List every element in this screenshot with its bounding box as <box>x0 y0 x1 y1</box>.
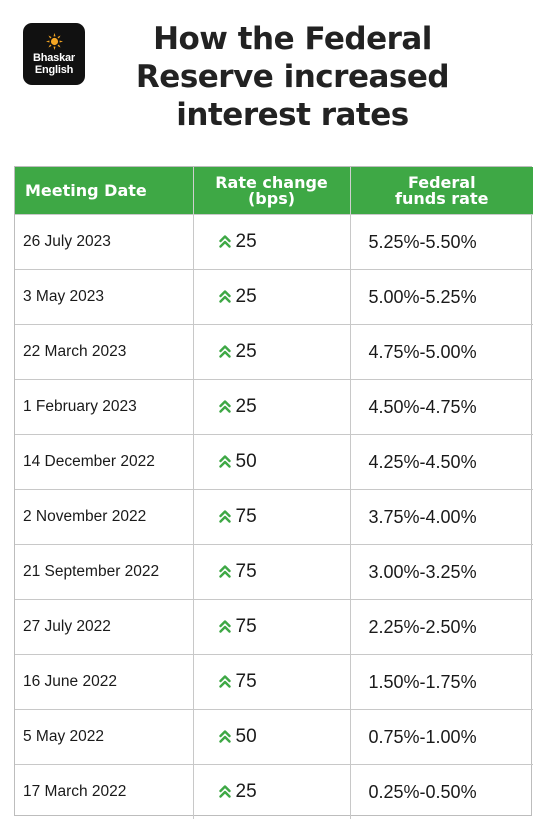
double-chevron-up-icon <box>218 565 231 578</box>
logo-text-line2: English <box>34 63 74 76</box>
rate-change-value: 25 <box>235 781 257 802</box>
header-rate-change-line2: (bps) <box>247 188 296 208</box>
rate-change-cell: 25 <box>192 269 350 325</box>
federal-funds-rate-cell: 3.75%-4.00% <box>349 489 533 545</box>
rate-change-value: 50 <box>235 451 257 472</box>
table-row: 1 February 2023 25 4.50%-4.75% <box>15 379 533 435</box>
table-row: 16 June 2022 75 1.50%-1.75% <box>15 654 533 710</box>
rate-change-cell: 25 <box>192 764 350 819</box>
rate-change-cell: 25 <box>192 324 350 380</box>
table-row: 14 December 2022 50 4.25%-4.50% <box>15 434 533 490</box>
double-chevron-up-icon <box>218 235 231 248</box>
rate-change-value: 75 <box>235 561 257 582</box>
meeting-date-cell: 27 July 2022 <box>15 599 193 655</box>
federal-funds-rate-cell: 4.25%-4.50% <box>349 434 533 490</box>
table-row: 3 May 2023 25 5.00%-5.25% <box>15 269 533 325</box>
meeting-date-cell: 1 February 2023 <box>15 379 193 435</box>
federal-funds-rate-cell: 2.25%-2.50% <box>349 599 533 655</box>
rate-change-value: 50 <box>235 726 257 747</box>
header-federal-funds-rate-line2: funds rate <box>395 188 489 208</box>
federal-funds-rate-cell: 5.00%-5.25% <box>349 269 533 325</box>
rate-change-cell: 75 <box>192 544 350 600</box>
table-row: 17 March 2022 25 0.25%-0.50% <box>15 764 533 819</box>
rate-change-value: 25 <box>235 396 257 417</box>
header-federal-funds-rate: Federal funds rate <box>349 167 533 215</box>
double-chevron-up-icon <box>218 400 231 413</box>
title-line-3: interest rates <box>176 97 409 133</box>
table-body: 26 July 2023 25 5.25%-5.50% 3 May 2023 25 5.0… <box>15 214 533 819</box>
rate-change-cell: 50 <box>192 709 350 765</box>
meeting-date-cell: 26 July 2023 <box>15 214 193 270</box>
table-row: 22 March 2023 25 4.75%-5.00% <box>15 324 533 380</box>
federal-funds-rate-cell: 5.25%-5.50% <box>349 214 533 270</box>
table-row: 27 July 2022 75 2.25%-2.50% <box>15 599 533 655</box>
meeting-date-cell: 16 June 2022 <box>15 654 193 710</box>
double-chevron-up-icon <box>218 510 231 523</box>
bhaskar-english-logo: Bhaskar English <box>23 23 85 85</box>
double-chevron-up-icon <box>218 785 231 798</box>
rate-change-cell: 50 <box>192 434 350 490</box>
federal-funds-rate-cell: 4.75%-5.00% <box>349 324 533 380</box>
meeting-date-cell: 22 March 2023 <box>15 324 193 380</box>
rate-table-container: Meeting Date Rate change (bps) Federal f… <box>14 166 533 819</box>
rate-change-value: 25 <box>235 286 257 307</box>
double-chevron-up-icon <box>218 345 231 358</box>
rate-table: Meeting Date Rate change (bps) Federal f… <box>15 167 533 819</box>
double-chevron-up-icon <box>218 290 231 303</box>
double-chevron-up-icon <box>218 675 231 688</box>
rate-change-cell: 25 <box>192 379 350 435</box>
table-row: 26 July 2023 25 5.25%-5.50% <box>15 214 533 270</box>
rate-change-value: 75 <box>235 671 257 692</box>
rate-change-cell: 75 <box>192 654 350 710</box>
rate-change-value: 75 <box>235 506 257 527</box>
header-meeting-date-line1: Meeting Date <box>25 180 147 200</box>
header-meeting-date: Meeting Date <box>15 167 193 215</box>
page-title: How the Federal Reserve increased intere… <box>105 20 480 134</box>
meeting-date-cell: 17 March 2022 <box>15 764 193 819</box>
rate-change-cell: 75 <box>192 599 350 655</box>
meeting-date-cell: 2 November 2022 <box>15 489 193 545</box>
table-row: 21 September 2022 75 3.00%-3.25% <box>15 544 533 600</box>
table-header-row: Meeting Date Rate change (bps) Federal f… <box>15 167 533 215</box>
rate-change-value: 25 <box>235 341 257 362</box>
double-chevron-up-icon <box>218 620 231 633</box>
header-rate-change: Rate change (bps) <box>192 167 350 215</box>
double-chevron-up-icon <box>218 455 231 468</box>
rate-change-cell: 75 <box>192 489 350 545</box>
logo-text-line1: Bhaskar <box>32 51 75 64</box>
title-line-1: How the Federal <box>153 21 432 57</box>
federal-funds-rate-cell: 4.50%-4.75% <box>349 379 533 435</box>
title-line-2: Reserve increased <box>135 59 450 95</box>
table-row: 5 May 2022 50 0.75%-1.00% <box>15 709 533 765</box>
meeting-date-cell: 5 May 2022 <box>15 709 193 765</box>
federal-funds-rate-cell: 0.25%-0.50% <box>349 764 533 819</box>
meeting-date-cell: 21 September 2022 <box>15 544 193 600</box>
header-federal-funds-rate-line1: Federal <box>407 172 476 192</box>
meeting-date-cell: 3 May 2023 <box>15 269 193 325</box>
table-row: 2 November 2022 75 3.75%-4.00% <box>15 489 533 545</box>
federal-funds-rate-cell: 0.75%-1.00% <box>349 709 533 765</box>
federal-funds-rate-cell: 3.00%-3.25% <box>349 544 533 600</box>
rate-change-value: 75 <box>235 616 257 637</box>
header-rate-change-line1: Rate change <box>215 172 328 192</box>
rate-change-cell: 25 <box>192 214 350 270</box>
meeting-date-cell: 14 December 2022 <box>15 434 193 490</box>
double-chevron-up-icon <box>218 730 231 743</box>
federal-funds-rate-cell: 1.50%-1.75% <box>349 654 533 710</box>
rate-change-value: 25 <box>235 231 257 252</box>
sun-icon <box>45 32 63 50</box>
